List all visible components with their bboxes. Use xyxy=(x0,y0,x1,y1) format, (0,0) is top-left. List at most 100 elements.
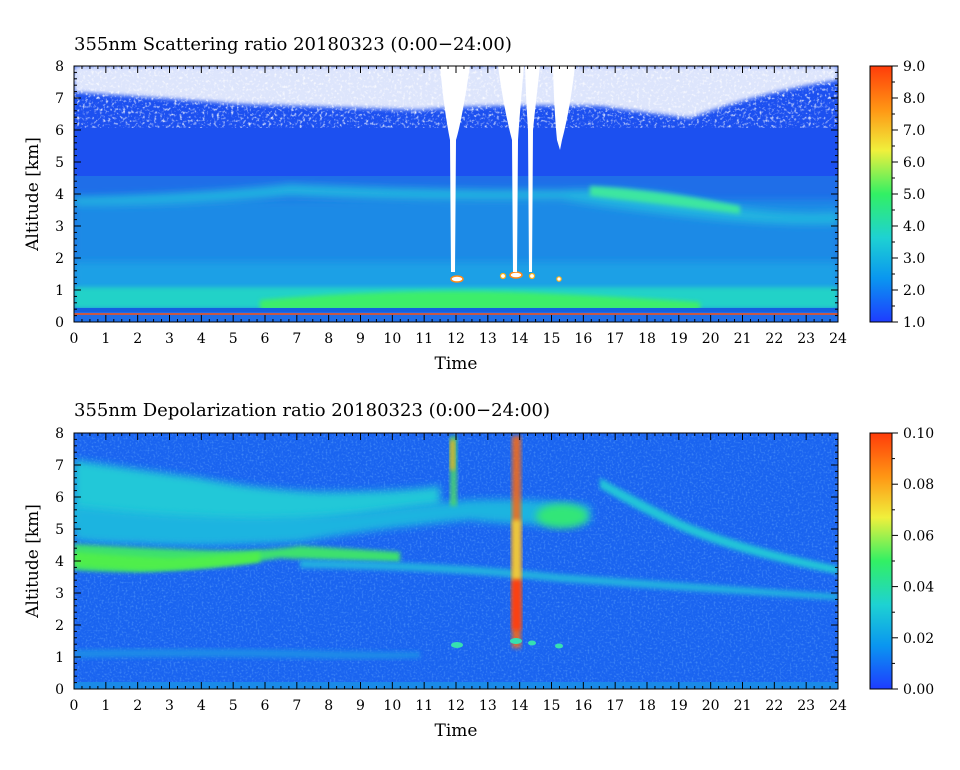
y-tick-label: 0 xyxy=(55,315,64,331)
colorbar-tick-label: 2.0 xyxy=(903,283,925,299)
x-tick-label: 18 xyxy=(638,698,656,714)
x-tick-label: 12 xyxy=(447,331,465,347)
colorbar-tick-label: 1.0 xyxy=(903,315,925,331)
x-tick-label: 4 xyxy=(197,331,206,347)
x-tick-label: 2 xyxy=(133,331,142,347)
y-tick-label: 1 xyxy=(55,283,64,299)
colorbar-tick-label: 8.0 xyxy=(903,91,925,107)
x-tick-label: 22 xyxy=(765,698,783,714)
y-tick-label: 4 xyxy=(55,554,64,570)
x-tick-label: 8 xyxy=(324,698,333,714)
x-tick-label: 11 xyxy=(415,698,433,714)
x-tick-label: 20 xyxy=(702,698,720,714)
depolarization-colorbar-ticks: 0.00 0.02 0.04 0.06 0.08 0.10 xyxy=(892,426,934,698)
x-tick-label: 17 xyxy=(606,698,624,714)
x-tick-label: 6 xyxy=(261,331,270,347)
x-tick-label: 21 xyxy=(734,331,752,347)
x-tick-label: 22 xyxy=(765,331,783,347)
x-tick-label: 3 xyxy=(165,331,174,347)
colorbar-tick-label: 5.0 xyxy=(903,187,925,203)
depolarization-heatmap xyxy=(74,433,838,689)
x-tick-label: 19 xyxy=(670,331,688,347)
x-tick-label: 7 xyxy=(292,698,301,714)
x-tick-label: 3 xyxy=(165,698,174,714)
x-tick-label: 20 xyxy=(702,331,720,347)
x-tick-label: 10 xyxy=(383,331,401,347)
y-tick-label: 2 xyxy=(55,618,64,634)
x-tick-label: 9 xyxy=(356,698,365,714)
scattering-colorbar-ticks: 1.0 2.0 3.0 4.0 5.0 6.0 7.0 8.0 9.0 xyxy=(892,59,925,331)
x-tick-label: 14 xyxy=(511,698,529,714)
x-tick-label: 13 xyxy=(479,698,497,714)
x-tick-label: 15 xyxy=(543,698,561,714)
scattering-colorbar xyxy=(869,65,893,323)
x-tick-label: 17 xyxy=(606,331,624,347)
x-tick-label: 5 xyxy=(229,331,238,347)
scattering-title: 355nm Scattering ratio 20180323 (0:00−24… xyxy=(74,34,512,55)
x-tick-label: 10 xyxy=(383,698,401,714)
scattering-heatmap xyxy=(74,66,838,322)
colorbar-tick-label: 9.0 xyxy=(903,59,925,75)
depolarization-panel: 355nm Depolarization ratio 20180323 (0:0… xyxy=(23,400,934,741)
x-tick-label: 1 xyxy=(101,331,110,347)
colorbar-tick-label: 0.08 xyxy=(903,477,934,493)
x-tick-label: 2 xyxy=(133,698,142,714)
x-tick-label: 16 xyxy=(574,331,592,347)
colorbar-tick-label: 0.06 xyxy=(903,528,934,544)
x-tick-label: 6 xyxy=(261,698,270,714)
y-tick-label: 7 xyxy=(55,458,64,474)
y-tick-label: 2 xyxy=(55,251,64,267)
x-tick-label: 23 xyxy=(797,698,815,714)
y-tick-label: 1 xyxy=(55,650,64,666)
depolarization-axes: 0 1 2 3 4 5 6 7 8 9 10 11 12 13 14 15 16 17 18 19 20 21 22 23 24… xyxy=(55,426,847,714)
y-tick-label: 3 xyxy=(55,586,64,602)
y-tick-label: 7 xyxy=(55,91,64,107)
x-tick-label: 19 xyxy=(670,698,688,714)
y-tick-label: 6 xyxy=(55,123,64,139)
depolarization-title: 355nm Depolarization ratio 20180323 (0:0… xyxy=(74,400,550,421)
y-tick-label: 8 xyxy=(55,59,64,75)
y-tick-label: 4 xyxy=(55,187,64,203)
y-tick-label: 3 xyxy=(55,219,64,235)
x-tick-label: 8 xyxy=(324,331,333,347)
colorbar-tick-label: 0.02 xyxy=(903,631,934,647)
scattering-axes: 0 1 2 3 4 5 6 7 8 9 10 11 12 13 14 15 16 17 18 19 20 21 22 23 24… xyxy=(55,59,847,347)
x-tick-label: 21 xyxy=(734,698,752,714)
x-tick-label: 23 xyxy=(797,331,815,347)
x-tick-label: 18 xyxy=(638,331,656,347)
y-tick-label: 5 xyxy=(55,522,64,538)
depolarization-x-label: Time xyxy=(435,721,478,741)
x-tick-label: 5 xyxy=(229,698,238,714)
x-tick-label: 0 xyxy=(70,698,79,714)
x-tick-label: 24 xyxy=(829,698,847,714)
depolarization-y-label: Altitude [km] xyxy=(23,504,43,619)
x-tick-label: 0 xyxy=(70,331,79,347)
x-tick-label: 12 xyxy=(447,698,465,714)
x-tick-label: 15 xyxy=(543,331,561,347)
x-tick-label: 13 xyxy=(479,331,497,347)
y-tick-label: 0 xyxy=(55,682,64,698)
y-tick-label: 5 xyxy=(55,155,64,171)
x-tick-label: 16 xyxy=(574,698,592,714)
scattering-x-label: Time xyxy=(435,354,478,374)
colorbar-tick-label: 0.10 xyxy=(903,426,934,442)
x-tick-label: 11 xyxy=(415,331,433,347)
y-tick-label: 6 xyxy=(55,490,64,506)
depolarization-colorbar xyxy=(869,432,893,690)
x-tick-label: 24 xyxy=(829,331,847,347)
x-tick-label: 9 xyxy=(356,331,365,347)
x-tick-label: 7 xyxy=(292,331,301,347)
x-tick-label: 4 xyxy=(197,698,206,714)
colorbar-tick-label: 3.0 xyxy=(903,251,925,267)
y-tick-label: 8 xyxy=(55,426,64,442)
scattering-panel: 355nm Scattering ratio 20180323 (0:00−24… xyxy=(23,34,925,374)
x-tick-label: 1 xyxy=(101,698,110,714)
colorbar-tick-label: 0.00 xyxy=(903,682,934,698)
colorbar-tick-label: 0.04 xyxy=(903,580,934,596)
colorbar-tick-label: 7.0 xyxy=(903,123,925,139)
scattering-y-label: Altitude [km] xyxy=(23,137,43,252)
colorbar-tick-label: 6.0 xyxy=(903,155,925,171)
colorbar-tick-label: 4.0 xyxy=(903,219,925,235)
